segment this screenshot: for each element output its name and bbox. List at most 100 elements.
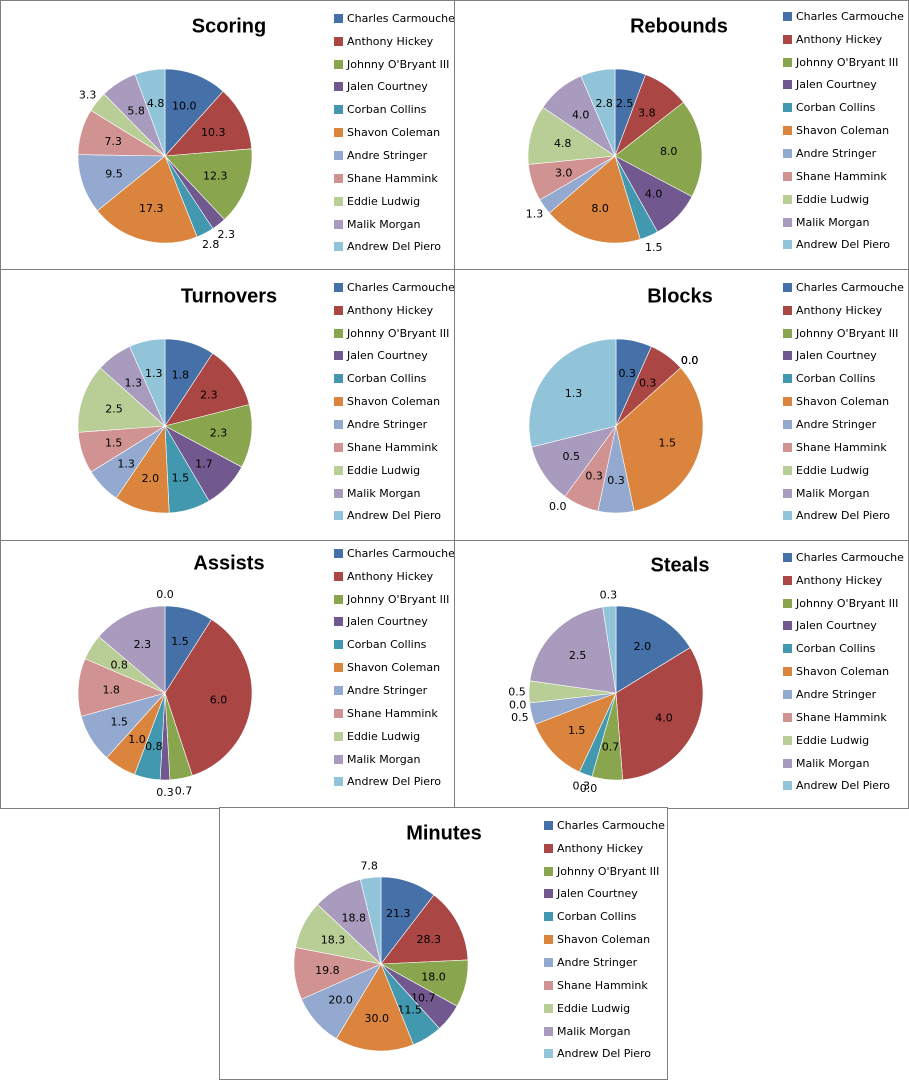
chart-panel-turnovers: 1.8 2.3 2.3 1.7 1.5 2.0 1.3 1.5 2.5 1.3 1.3 Turnove…	[0, 269, 455, 541]
legend-label: Andre Stringer	[347, 148, 428, 162]
legend-label: Shavon Coleman	[347, 126, 441, 140]
legend-swatch	[544, 889, 553, 899]
pie-chart-svg: 2.5 3.8 8.0 4.0 1.5 8.0 1.3 3.0 4.8 4.0 2.8	[526, 68, 703, 254]
data-label-andre-stringer: 1.5	[110, 715, 128, 728]
legend-label: Malik Morgan	[796, 486, 870, 500]
chart-title: Blocks	[647, 285, 713, 308]
legend-label: Shane Hammink	[796, 169, 887, 183]
pie-slice-shavon-coleman	[615, 367, 704, 512]
legend-item-malik-morgan: Malik Morgan	[783, 211, 904, 234]
data-label-shane-hammink: 7.3	[104, 135, 122, 148]
legend-label: Shavon Coleman	[796, 665, 890, 679]
legend-label: Jalen Courtney	[796, 619, 877, 633]
data-label-andre-stringer: 0.5	[511, 711, 529, 724]
legend-swatch	[783, 465, 792, 475]
legend-label: Anthony Hickey	[557, 841, 644, 855]
legend-label: Eddie Ludwig	[796, 733, 870, 747]
data-label-malik-morgan: 0.5	[563, 450, 581, 463]
legend-item-jalen-courtney: Jalen Courtney	[783, 615, 904, 638]
pie-slice-charles-carmouche	[164, 68, 224, 157]
legend-label: Shane Hammink	[347, 171, 438, 185]
legend-label: Eddie Ludwig	[347, 463, 421, 477]
legend-swatch	[334, 173, 343, 183]
legend-item-corban-collins: Corban Collins	[334, 98, 454, 121]
data-label-johnny-o-bryant-iii: 0.7	[175, 784, 193, 797]
legend-label: Anthony Hickey	[796, 303, 883, 317]
legend: Charles Carmouche Anthony Hickey Johnny O'…	[334, 7, 454, 258]
legend-swatch	[334, 219, 343, 229]
legend: Charles Carmouche Anthony Hickey Johnny O'…	[783, 546, 904, 797]
legend-swatch	[334, 305, 343, 315]
legend-label: Charles Carmouche	[796, 550, 904, 564]
pie-slice-johnny-o-bryant-iii	[164, 148, 253, 220]
data-label-charles-carmouche: 0.3	[618, 367, 636, 380]
data-label-anthony-hickey: 6.0	[210, 694, 228, 707]
data-label-anthony-hickey: 0.3	[639, 376, 657, 389]
legend: Charles Carmouche Anthony Hickey Johnny O'…	[334, 542, 455, 793]
legend-label: Jalen Courtney	[347, 80, 428, 94]
legend-swatch	[334, 777, 343, 787]
legend-swatch	[544, 1049, 553, 1059]
legend-swatch	[783, 644, 792, 654]
legend-swatch	[783, 758, 792, 768]
legend-item-malik-morgan: Malik Morgan	[783, 752, 904, 775]
data-label-malik-morgan: 1.3	[125, 376, 143, 389]
legend-item-andrew-del-piero: Andrew Del Piero	[783, 233, 904, 256]
pie-chart-svg: 2.04.00.70.00.31.50.50.00.52.50.3	[508, 588, 704, 795]
legend-item-charles-carmouche: Charles Carmouche	[783, 5, 904, 28]
pie-slice-shavon-coleman	[335, 963, 414, 1052]
legend-item-charles-carmouche: Charles Carmouche	[544, 814, 665, 837]
pie-slice-andrew-del-piero	[359, 876, 382, 965]
legend-label: Andre Stringer	[796, 146, 877, 160]
legend-item-charles-carmouche: Charles Carmouche	[783, 276, 904, 299]
legend-swatch	[544, 935, 553, 945]
legend-item-jalen-courtney: Jalen Courtney	[544, 883, 665, 906]
legend-item-corban-collins: Corban Collins	[783, 96, 904, 119]
data-label-anthony-hickey: 10.3	[201, 126, 226, 139]
legend-item-andrew-del-piero: Andrew Del Piero	[783, 504, 904, 527]
data-label-shavon-coleman: 2.0	[142, 472, 160, 485]
data-label-corban-collins: 0.3	[573, 780, 591, 793]
legend-item-anthony-hickey: Anthony Hickey	[544, 837, 665, 860]
data-label-jalen-courtney: 2.3	[218, 228, 236, 241]
pie-slice-charles-carmouche	[615, 605, 691, 694]
legend-label: Johnny O'Bryant III	[347, 326, 450, 340]
legend-swatch	[783, 194, 792, 204]
legend-label: Jalen Courtney	[557, 887, 638, 901]
pie-slice-malik-morgan	[98, 605, 166, 694]
legend-label: Shane Hammink	[796, 440, 887, 454]
legend-swatch	[544, 957, 553, 967]
legend-item-eddie-ludwig: Eddie Ludwig	[334, 190, 454, 213]
legend-swatch	[783, 80, 792, 90]
legend-item-eddie-ludwig: Eddie Ludwig	[783, 729, 904, 752]
pie-slice-andrew-del-piero	[129, 338, 166, 427]
legend-label: Shavon Coleman	[347, 395, 441, 409]
data-label-corban-collins: 2.8	[202, 238, 220, 251]
data-label-andrew-del-piero: 7.8	[360, 860, 378, 873]
data-label-shane-hammink: 0.3	[585, 469, 603, 482]
legend-swatch	[334, 196, 343, 206]
data-label-andrew-del-piero: 1.3	[565, 387, 583, 400]
data-label-andre-stringer: 20.0	[328, 994, 353, 1007]
legend-item-jalen-courtney: Jalen Courtney	[334, 611, 454, 634]
chart-title: Rebounds	[630, 15, 728, 38]
legend-swatch	[783, 511, 792, 521]
chart-panel-minutes: 21.3 28.3 18.0 10.7 11.5 30.0 20.0 19.8 18.3 18.8…	[219, 807, 668, 1080]
legend-swatch	[334, 351, 343, 361]
data-label-anthony-hickey: 2.3	[200, 389, 218, 402]
legend-label: Charles Carmouche	[347, 546, 455, 560]
legend-label: Andrew Del Piero	[347, 240, 442, 254]
legend-label: Malik Morgan	[347, 217, 421, 231]
data-label-eddie-ludwig: 3.3	[79, 88, 97, 101]
legend-label: Andrew Del Piero	[557, 1047, 652, 1061]
legend-swatch	[783, 282, 792, 292]
data-label-eddie-ludwig: 0.8	[110, 659, 128, 672]
legend-item-andrew-del-piero: Andrew Del Piero	[544, 1042, 665, 1065]
legend-item-shane-hammink: Shane Hammink	[544, 974, 665, 997]
data-label-charles-carmouche: 21.3	[386, 907, 411, 920]
legend-item-andre-stringer: Andre Stringer	[783, 142, 904, 165]
chart-title: Steals	[650, 554, 710, 577]
data-label-corban-collins: 0.8	[145, 740, 163, 753]
legend-label: Jalen Courtney	[347, 615, 428, 629]
legend-label: Johnny O'Bryant III	[796, 596, 899, 610]
